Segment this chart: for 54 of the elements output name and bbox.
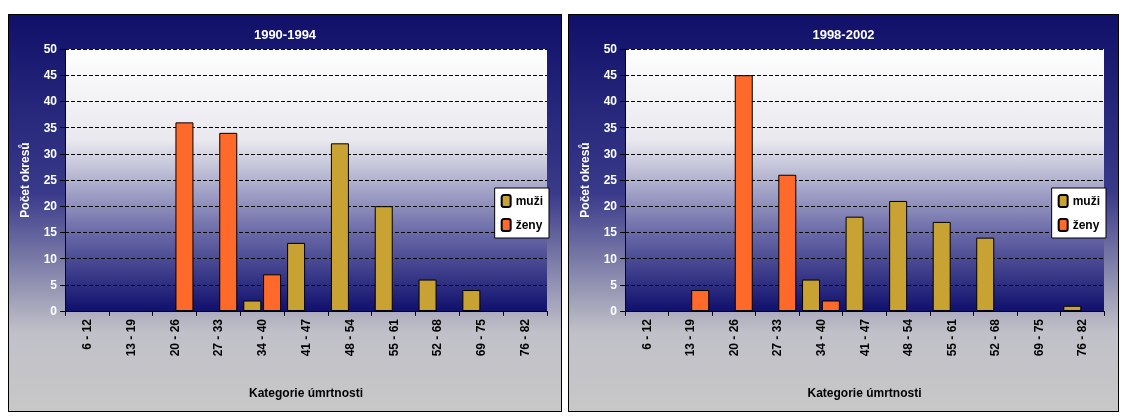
x-axis-title: Kategorie úmrtnosti: [248, 386, 364, 400]
x-tick-label: 13 - 19: [683, 318, 698, 357]
x-tick-label: 52 - 68: [988, 318, 1003, 357]
y-tick-label: 25: [603, 173, 618, 187]
x-tick-label: 34 - 40: [255, 318, 270, 357]
y-axis-title: Počet okresů: [578, 142, 592, 218]
y-tick-label: 45: [603, 68, 618, 83]
y-tick-label: 40: [603, 94, 618, 109]
legend-label: muži: [1072, 194, 1101, 208]
y-tick-label: 45: [43, 68, 58, 83]
x-tick-label: 41 - 47: [299, 318, 313, 357]
y-tick-label: 5: [610, 277, 618, 292]
y-tick-label: 15: [603, 225, 618, 240]
x-tick-label: 76 - 82: [518, 318, 533, 357]
x-tick-label: 48 - 54: [901, 318, 916, 357]
y-axis-title: Počet okresů: [18, 142, 32, 218]
y-tick-label: 20: [43, 199, 58, 214]
x-tick-label: 6 - 12: [639, 318, 654, 350]
x-tick-label: 55 - 61: [386, 318, 401, 357]
y-tick-label: 5: [50, 277, 58, 292]
x-tick-label: 27 - 33: [770, 318, 785, 357]
x-tick-label: 6 - 12: [79, 318, 94, 350]
legend-label: muži: [515, 194, 544, 208]
y-tick-label: 50: [43, 42, 58, 56]
y-tick-label: 40: [43, 94, 58, 109]
x-tick-label: 48 - 54: [342, 318, 357, 357]
y-tick-label: 35: [43, 120, 58, 135]
x-tick-label: 34 - 40: [813, 318, 828, 357]
x-tick-label: 13 - 19: [123, 318, 138, 357]
y-tick-label: 15: [43, 225, 58, 240]
y-tick-label: 25: [43, 173, 58, 187]
x-tick-label: 69 - 75: [474, 318, 489, 357]
x-tick-label: 76 - 82: [1075, 318, 1090, 357]
x-tick-label: 52 - 68: [430, 318, 445, 357]
x-tick-label: 55 - 61: [944, 318, 959, 357]
y-tick-label: 10: [43, 251, 58, 266]
x-tick-label: 69 - 75: [1031, 318, 1046, 357]
x-tick-label: 20 - 26: [167, 318, 182, 357]
y-tick-label: 0: [50, 304, 58, 318]
x-axis-title: Kategorie úmrtnosti: [807, 386, 922, 400]
y-tick-label: 20: [603, 199, 618, 214]
y-tick-label: 30: [603, 146, 618, 161]
legend-label: ženy: [1072, 218, 1100, 232]
x-tick-label: 41 - 47: [857, 318, 872, 357]
y-tick-label: 10: [603, 251, 618, 266]
chart-title: 1990-1994: [253, 27, 317, 42]
x-tick-label: 20 - 26: [726, 318, 741, 357]
legend-label: ženy: [515, 218, 543, 232]
x-tick-label: 27 - 33: [211, 318, 226, 357]
y-tick-label: 50: [603, 42, 618, 56]
y-tick-label: 0: [610, 304, 618, 318]
y-tick-label: 35: [603, 120, 618, 135]
y-tick-label: 30: [43, 146, 58, 161]
chart-title: 1998-2002: [812, 27, 875, 42]
